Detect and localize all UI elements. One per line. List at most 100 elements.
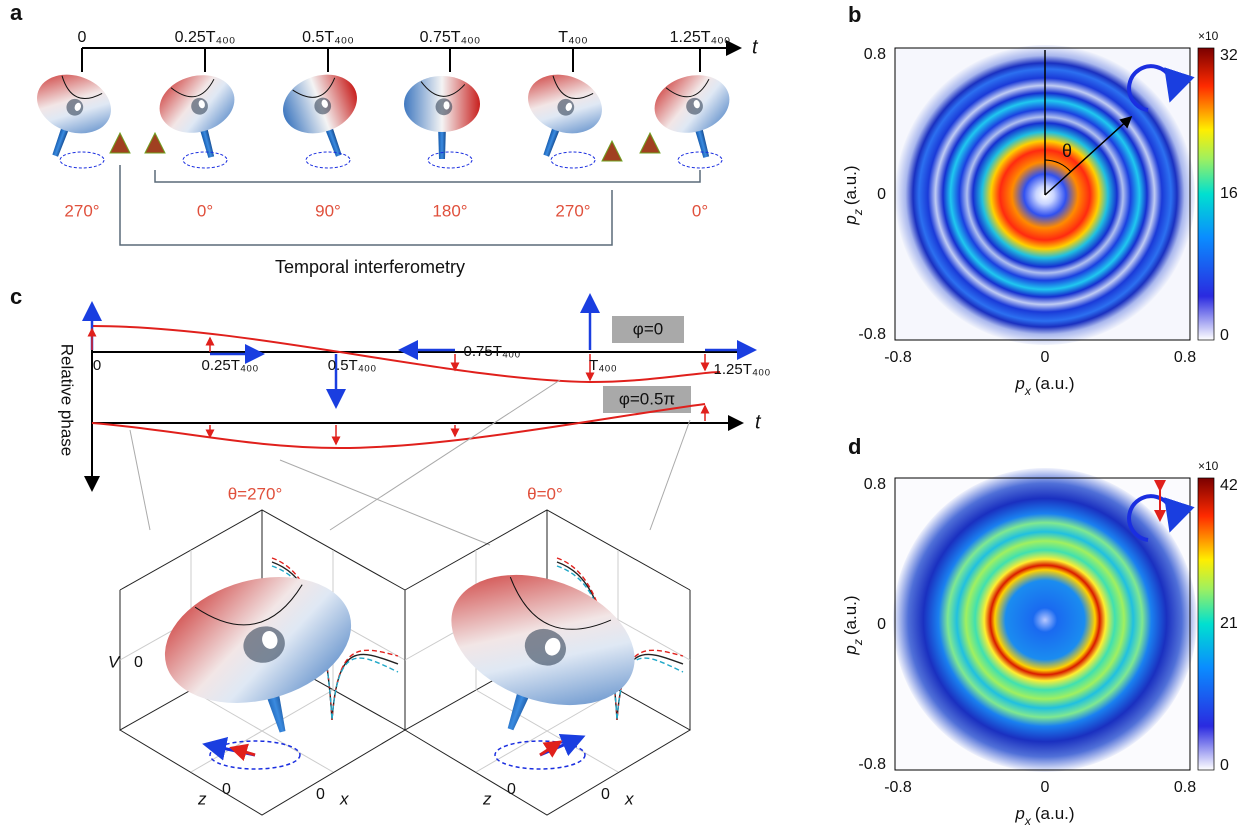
x-tick-label: -0.8: [884, 779, 912, 796]
axis-label: x: [624, 789, 634, 808]
time-label: 0.25T₄₀₀: [202, 357, 259, 374]
axis-label: t: [755, 411, 762, 433]
phase-label: φ=0: [633, 319, 663, 338]
heatmap: [893, 468, 1197, 772]
label-sub: x: [1024, 384, 1032, 398]
orbit: [550, 151, 596, 169]
orbit: [305, 151, 351, 169]
axis-label: x: [339, 789, 349, 808]
label-unit: (a.u.): [841, 595, 860, 635]
phase-label: 0°: [197, 201, 213, 220]
label-sub: z: [851, 639, 865, 646]
y-tick-label: 0.8: [864, 476, 886, 493]
funnel-line: [665, 78, 710, 98]
vector: [539, 740, 563, 758]
orbit: [182, 151, 228, 169]
y-axis-label: pz (a.u.): [841, 595, 865, 655]
phase-curve: [91, 325, 721, 384]
vector: [229, 743, 256, 761]
angle-label: θ=0°: [527, 484, 563, 503]
electron-cone: [639, 131, 661, 154]
phase-label: 270°: [555, 201, 590, 220]
panel-label: b: [848, 2, 861, 27]
funnel-highlight: [321, 99, 328, 108]
colorbar-tick-label: 0: [1220, 757, 1229, 774]
potential-curve: [556, 561, 684, 721]
potential-funnel: [528, 74, 602, 157]
phase-label: 180°: [432, 201, 467, 220]
phase-label: 90°: [315, 201, 341, 220]
label-sub: x: [1024, 814, 1032, 828]
colorbar-tick-label: 42: [1220, 477, 1238, 494]
tick-label: 0: [316, 786, 325, 803]
panel-label: a: [10, 0, 23, 25]
x-tick-label: -0.8: [884, 349, 912, 366]
panel-label: d: [848, 434, 861, 459]
link-lines: [129, 379, 691, 546]
time-label: T₄₀₀: [589, 357, 617, 374]
y-tick-label: -0.8: [858, 326, 886, 343]
potential-funnel: [404, 76, 480, 159]
funnel-highlight: [74, 102, 82, 111]
label-unit: (a.u.): [841, 165, 860, 205]
potential-funnel: [283, 74, 357, 157]
caption: Temporal interferometry: [275, 257, 465, 277]
x-tick-label: 0.8: [1174, 349, 1196, 366]
phase-label: φ=0.5π: [619, 389, 675, 408]
label-unit: (a.u.): [1035, 804, 1075, 823]
phase-label: 0°: [692, 201, 708, 220]
colorbar-tick-label: 32: [1220, 47, 1238, 64]
colorbar-tick-label: 21: [1220, 615, 1238, 632]
label-var: p: [841, 645, 860, 655]
tick-label: 0: [601, 786, 610, 803]
potential-funnel: [37, 74, 111, 157]
electron-cone: [601, 139, 623, 162]
potential-funnel: [159, 75, 235, 158]
funnel-line: [292, 77, 336, 98]
y-tick-label: 0: [877, 616, 886, 633]
time-label: 0.5T₄₀₀: [302, 29, 354, 46]
colorbar-tick-label: 16: [1220, 185, 1238, 202]
time-label: T₄₀₀: [558, 29, 588, 46]
time-label: 1.25T₄₀₀: [714, 361, 771, 378]
time-label: 0.25T₄₀₀: [175, 29, 236, 46]
time-label: 0.75T₄₀₀: [464, 343, 521, 360]
axis-label: Relative phase: [58, 344, 77, 456]
funnel-highlight: [544, 637, 561, 656]
axis-label: V: [108, 652, 121, 671]
tick-label: 0: [134, 654, 143, 671]
time-label: 0.75T₄₀₀: [420, 29, 481, 46]
potential-funnel: [164, 577, 352, 733]
y-tick-label: -0.8: [858, 756, 886, 773]
polarization-icon: [1127, 494, 1195, 542]
orbit: [427, 151, 473, 169]
phase-label: 270°: [64, 201, 99, 220]
axis-label: z: [482, 789, 492, 808]
polarization-icon: [1127, 64, 1195, 112]
x-axis-label: px (a.u.): [1014, 804, 1074, 828]
x-axis-label: px (a.u.): [1014, 374, 1074, 398]
x-tick-label: 0: [1041, 779, 1050, 796]
phase-box: [612, 316, 684, 343]
x-tick-label: 0.8: [1174, 779, 1196, 796]
plot-frame: [894, 47, 1191, 341]
label-sub: z: [851, 209, 865, 216]
time-label: 0: [93, 357, 101, 374]
panel-label: c: [10, 284, 22, 309]
x-tick-label: 0: [1041, 349, 1050, 366]
funnel-highlight: [565, 102, 573, 111]
funnel-line: [61, 75, 103, 99]
label-var: p: [841, 215, 860, 225]
potential-curve: [271, 557, 399, 721]
time-label: 0: [78, 29, 87, 46]
funnel-line: [509, 576, 612, 630]
colorbar: [1197, 477, 1215, 771]
tick-label: 0: [507, 781, 516, 798]
label-var: p: [1014, 804, 1024, 823]
funnel-highlight: [262, 631, 278, 649]
colorbar-scale: ×10: [1198, 459, 1219, 473]
colorbar-scale: ×10: [1198, 29, 1219, 43]
potential-funnel: [451, 574, 635, 731]
plot-frame: [894, 477, 1191, 771]
